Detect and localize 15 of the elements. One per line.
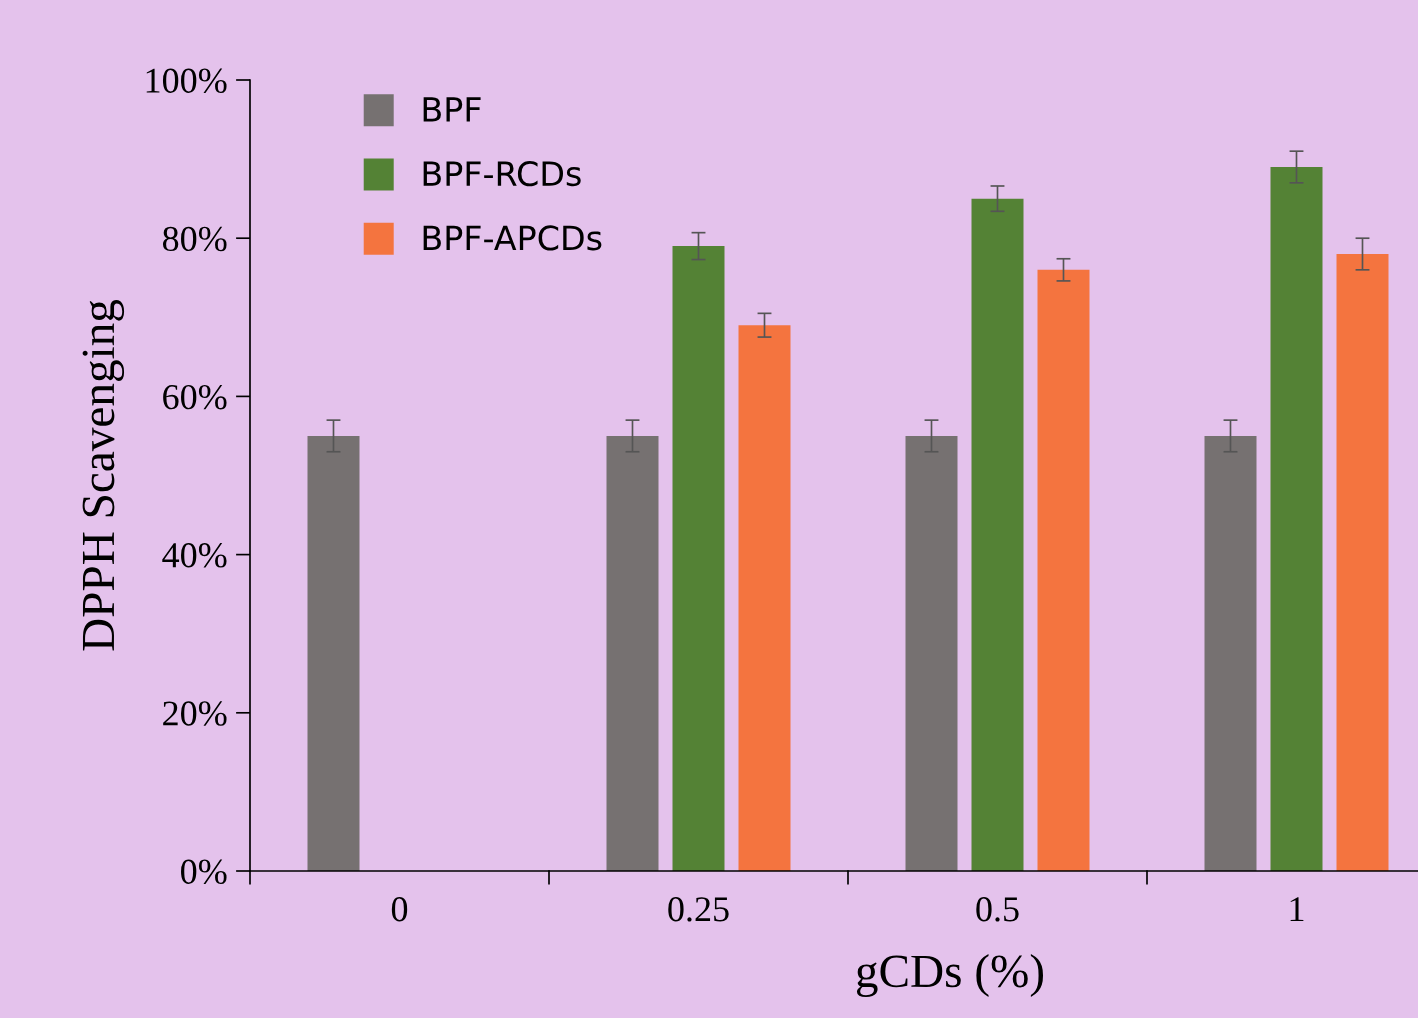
y-tick-label: 100% xyxy=(146,68,227,93)
x-tick-label: 0.5 xyxy=(976,897,1019,922)
y-tick-label: 60% xyxy=(163,384,227,410)
y-tick-label: 80% xyxy=(162,226,227,252)
y-tick-label: 20% xyxy=(163,701,227,726)
legend-label: BPF xyxy=(423,97,481,122)
legend-label: BPF-RCDs xyxy=(423,161,581,187)
x-tick-label: 0 xyxy=(391,897,408,922)
x-axis-title: gCDs (%) xyxy=(856,954,1044,998)
x-tick-label: 1 xyxy=(1290,897,1304,922)
y-tick-label: 40% xyxy=(162,543,227,568)
legend-label: BPF-APCDs xyxy=(423,225,602,251)
y-axis-title: DPPH Scavenging xyxy=(82,299,125,651)
x-tick-label: 0.25 xyxy=(668,897,729,922)
y-tick-label: 0% xyxy=(181,859,227,884)
